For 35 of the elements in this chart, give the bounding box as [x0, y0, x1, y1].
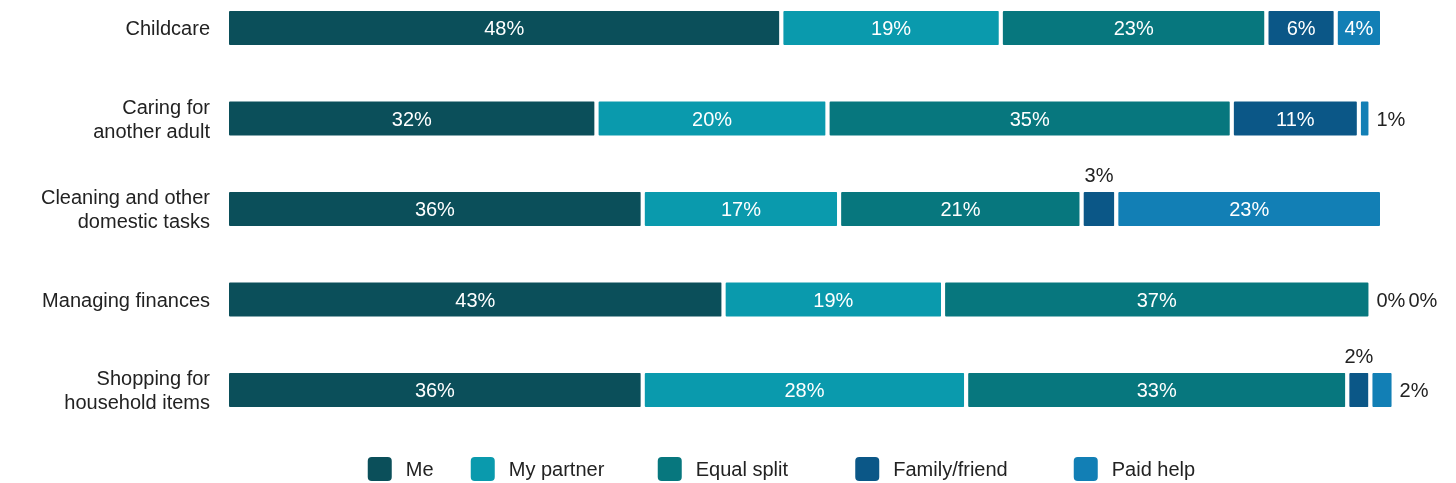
data-label: 35% [1009, 107, 1050, 130]
data-label: 21% [940, 198, 981, 220]
data-label: 20% [692, 107, 733, 130]
data-label: 37% [1136, 288, 1178, 311]
data-label: 19% [813, 288, 854, 311]
data-label: 36% [414, 379, 456, 401]
data-label: 33% [1136, 379, 1178, 401]
data-label: 23% [1229, 198, 1270, 220]
legend-label: My partner [508, 458, 605, 480]
data-label: 23% [1113, 17, 1154, 39]
data-label: 6% [1286, 17, 1316, 39]
data-label: 36% [414, 198, 456, 220]
y-tick-label: Shopping for household items [64, 367, 211, 413]
data-label: 0% [1376, 288, 1406, 311]
data-label: 1% [1376, 107, 1406, 130]
legend-label: Paid help [1111, 458, 1196, 480]
legend-label: Me [405, 458, 434, 480]
y-tick-label: Cleaning and other domestic tasks [40, 186, 211, 232]
y-tick-label: Childcare [125, 17, 210, 39]
data-label: 43% [455, 288, 496, 311]
data-label: 2% [1344, 345, 1374, 367]
y-tick-label: Caring for another adult [93, 95, 211, 142]
data-label: 19% [871, 17, 912, 39]
legend-label: Equal split [695, 458, 789, 480]
data-label: 17% [720, 198, 762, 220]
data-label: 48% [484, 17, 525, 39]
data-label: 2% [1399, 379, 1429, 401]
data-label: 0% [1408, 288, 1438, 311]
legend-label: Family/friend [893, 458, 1008, 480]
data-label: 28% [784, 379, 825, 401]
y-tick-label: Managing finances [42, 288, 210, 311]
data-label: 4% [1344, 17, 1374, 39]
data-label: 11% [1276, 107, 1315, 130]
data-label: 32% [391, 107, 433, 130]
data-label: 3% [1084, 164, 1114, 186]
